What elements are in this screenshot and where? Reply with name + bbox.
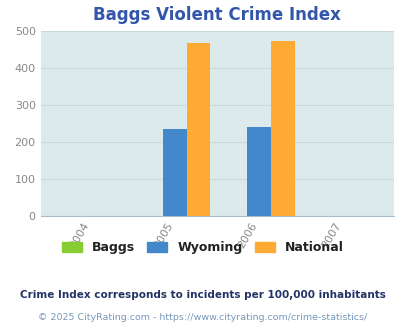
Bar <box>247 127 271 216</box>
Bar <box>186 43 210 216</box>
Text: © 2025 CityRating.com - https://www.cityrating.com/crime-statistics/: © 2025 CityRating.com - https://www.city… <box>38 313 367 322</box>
Text: Crime Index corresponds to incidents per 100,000 inhabitants: Crime Index corresponds to incidents per… <box>20 290 385 300</box>
Legend: Baggs, Wyoming, National: Baggs, Wyoming, National <box>57 236 348 259</box>
Title: Baggs Violent Crime Index: Baggs Violent Crime Index <box>93 6 340 24</box>
Bar <box>271 41 294 216</box>
Bar <box>163 129 186 216</box>
